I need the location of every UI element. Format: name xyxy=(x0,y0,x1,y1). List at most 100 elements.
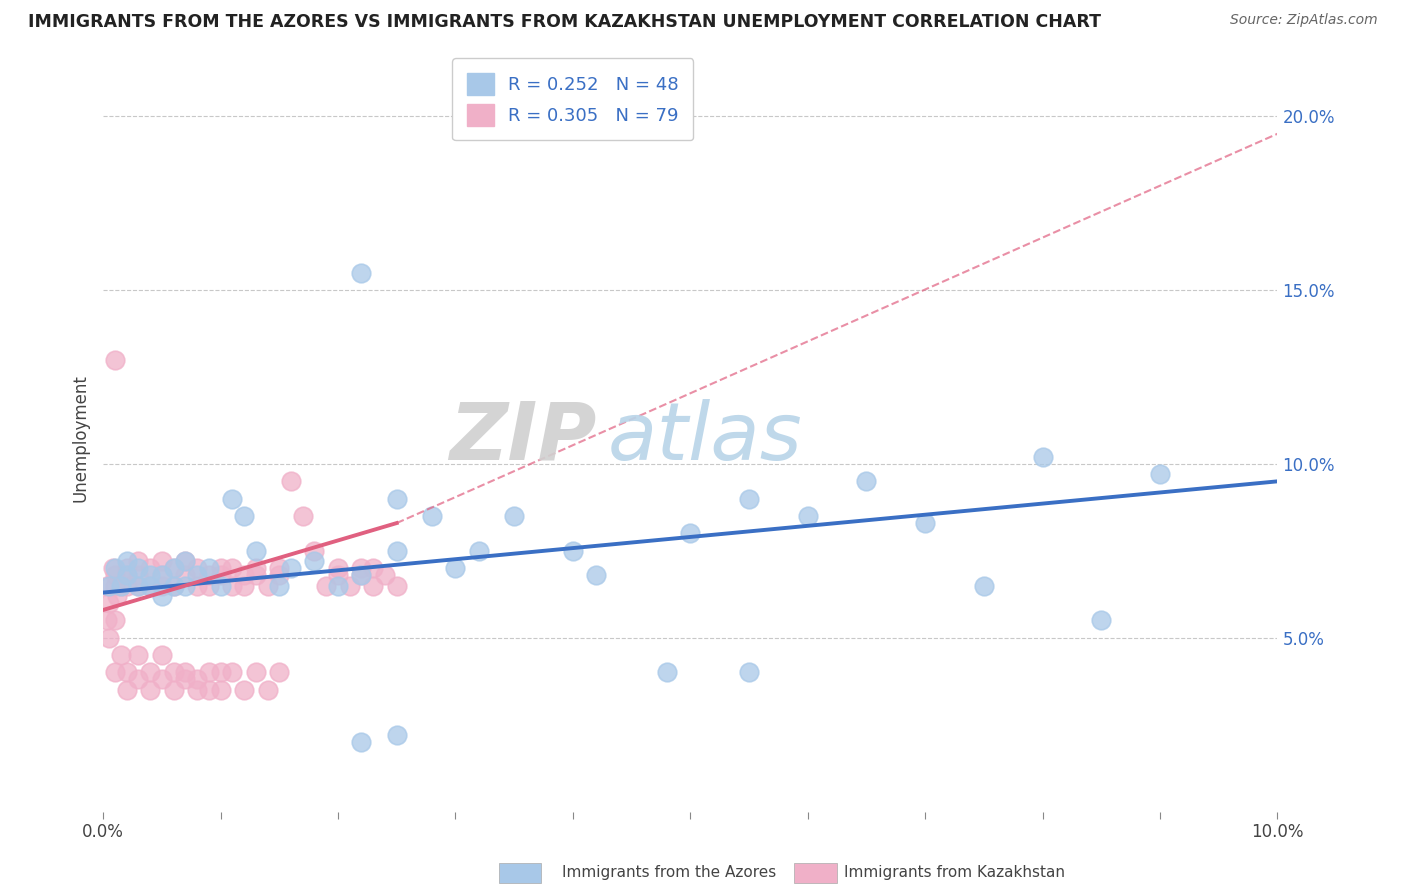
Point xyxy=(162,561,184,575)
Point xyxy=(104,665,127,680)
Point xyxy=(115,561,138,575)
Point xyxy=(585,568,607,582)
Point xyxy=(101,561,124,575)
Y-axis label: Unemployment: Unemployment xyxy=(72,374,89,502)
Point xyxy=(127,673,149,687)
Point xyxy=(796,509,818,524)
Point xyxy=(139,579,162,593)
Point xyxy=(174,665,197,680)
Point xyxy=(361,579,384,593)
Point xyxy=(221,491,243,506)
Point xyxy=(115,568,138,582)
Text: Source: ZipAtlas.com: Source: ZipAtlas.com xyxy=(1230,13,1378,28)
Point xyxy=(350,735,373,749)
Point xyxy=(221,561,243,575)
Point xyxy=(280,475,302,489)
Point xyxy=(104,561,127,575)
Point xyxy=(198,665,221,680)
Text: Immigrants from Kazakhstan: Immigrants from Kazakhstan xyxy=(844,865,1064,880)
Point xyxy=(104,579,127,593)
Point xyxy=(139,568,162,582)
Point xyxy=(914,516,936,530)
Point xyxy=(468,544,491,558)
Point xyxy=(198,561,221,575)
Point xyxy=(385,491,408,506)
Point xyxy=(150,589,173,603)
Point xyxy=(104,613,127,627)
Point xyxy=(174,568,197,582)
Point xyxy=(96,579,118,593)
Point xyxy=(221,665,243,680)
Point xyxy=(209,682,232,697)
Point xyxy=(186,579,208,593)
Point xyxy=(233,568,256,582)
Point xyxy=(326,568,349,582)
Point xyxy=(233,509,256,524)
Point xyxy=(104,352,127,367)
Text: IMMIGRANTS FROM THE AZORES VS IMMIGRANTS FROM KAZAKHSTAN UNEMPLOYMENT CORRELATIO: IMMIGRANTS FROM THE AZORES VS IMMIGRANTS… xyxy=(28,13,1101,31)
Point xyxy=(150,554,173,568)
Point xyxy=(385,579,408,593)
Point xyxy=(105,589,128,603)
Point xyxy=(110,648,132,662)
Point xyxy=(385,544,408,558)
Point xyxy=(269,665,291,680)
Point xyxy=(174,579,197,593)
Point xyxy=(186,568,208,582)
Point xyxy=(150,673,173,687)
Point xyxy=(855,475,877,489)
Point xyxy=(738,665,761,680)
Point xyxy=(139,561,162,575)
Point xyxy=(127,579,149,593)
Point xyxy=(96,613,118,627)
Point xyxy=(326,579,349,593)
Point xyxy=(198,579,221,593)
Point xyxy=(973,579,995,593)
Point xyxy=(1149,467,1171,482)
Point xyxy=(420,509,443,524)
Legend: R = 0.252   N = 48, R = 0.305   N = 79: R = 0.252 N = 48, R = 0.305 N = 79 xyxy=(453,58,693,140)
Point xyxy=(209,665,232,680)
Point xyxy=(162,579,184,593)
Point xyxy=(115,568,138,582)
Point xyxy=(174,673,197,687)
Point xyxy=(291,509,314,524)
Point xyxy=(256,579,278,593)
Point xyxy=(115,579,138,593)
Point xyxy=(127,568,149,582)
Point xyxy=(1090,613,1112,627)
Point xyxy=(269,568,291,582)
Point xyxy=(115,682,138,697)
Point xyxy=(139,579,162,593)
Point xyxy=(339,579,361,593)
Point xyxy=(326,561,349,575)
Point xyxy=(162,665,184,680)
Point xyxy=(503,509,526,524)
Point xyxy=(186,561,208,575)
Point xyxy=(374,568,396,582)
Point xyxy=(104,568,127,582)
Point xyxy=(233,682,256,697)
Point xyxy=(350,561,373,575)
Point xyxy=(162,561,184,575)
Point xyxy=(269,561,291,575)
Point xyxy=(385,728,408,742)
Point xyxy=(198,568,221,582)
Point xyxy=(174,554,197,568)
Point xyxy=(115,665,138,680)
Text: ZIP: ZIP xyxy=(449,399,596,477)
Point xyxy=(150,568,173,582)
Point xyxy=(350,568,373,582)
Point xyxy=(110,579,132,593)
Point xyxy=(233,579,256,593)
Point xyxy=(209,561,232,575)
Point xyxy=(679,526,702,541)
Point xyxy=(110,579,132,593)
Point xyxy=(245,561,267,575)
Point xyxy=(98,596,121,610)
Point xyxy=(115,554,138,568)
Point xyxy=(162,579,184,593)
Point xyxy=(221,579,243,593)
Point xyxy=(198,682,221,697)
Point xyxy=(269,579,291,593)
